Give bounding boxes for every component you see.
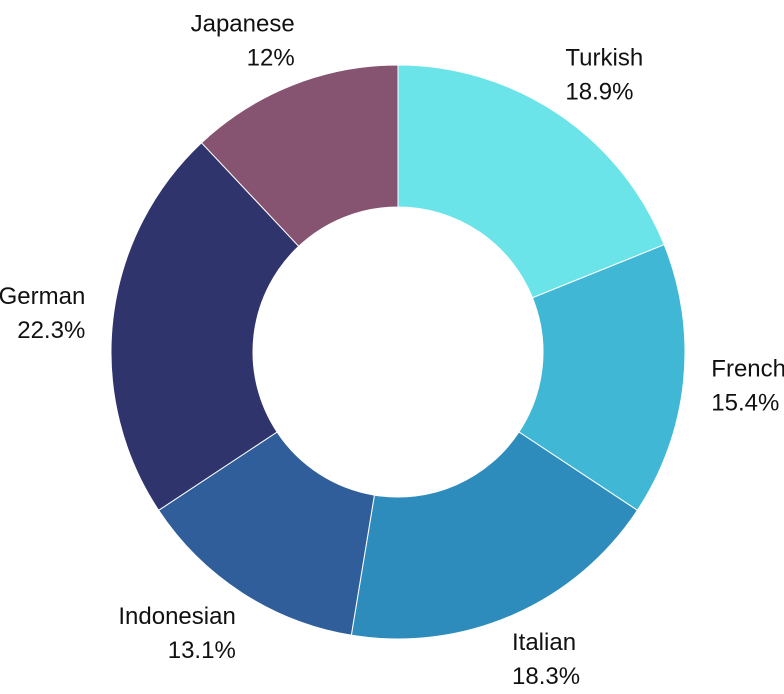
slice-label-italian: Italian 18.3% [512,629,580,690]
slices-layer [110,64,686,640]
slice-label-german: German 22.3% [0,283,85,344]
slice-french [518,244,686,512]
slice-label-japanese: Japanese 12% [191,11,295,72]
slice-percent-label: 15.4% [711,390,779,417]
slice-name-label: Indonesian [118,603,235,630]
slice-percent-label: 22.3% [17,317,85,344]
slice-turkish [397,64,665,299]
slice-label-turkish: Turkish 18.9% [565,44,643,105]
slice-german [110,142,300,512]
slice-percent-label: 13.1% [168,637,236,664]
slice-italian [350,431,639,640]
slice-name-label: Turkish [565,44,643,71]
slice-percent-label: 18.9% [565,78,633,105]
slice-name-label: French [711,356,784,383]
labels-layer: Turkish 18.9% French 15.4% Italian 18.3% Indon… [0,11,784,691]
slice-percent-label: 18.3% [512,663,580,690]
slice-name-label: German [0,283,85,310]
slice-name-label: Italian [512,629,576,656]
slice-label-indonesian: Indonesian 13.1% [118,603,235,664]
slice-percent-label: 12% [247,45,295,72]
slice-japanese [200,64,399,248]
slice-indonesian [157,431,375,636]
slice-label-french: French 15.4% [711,356,784,417]
slice-name-label: Japanese [191,11,295,38]
